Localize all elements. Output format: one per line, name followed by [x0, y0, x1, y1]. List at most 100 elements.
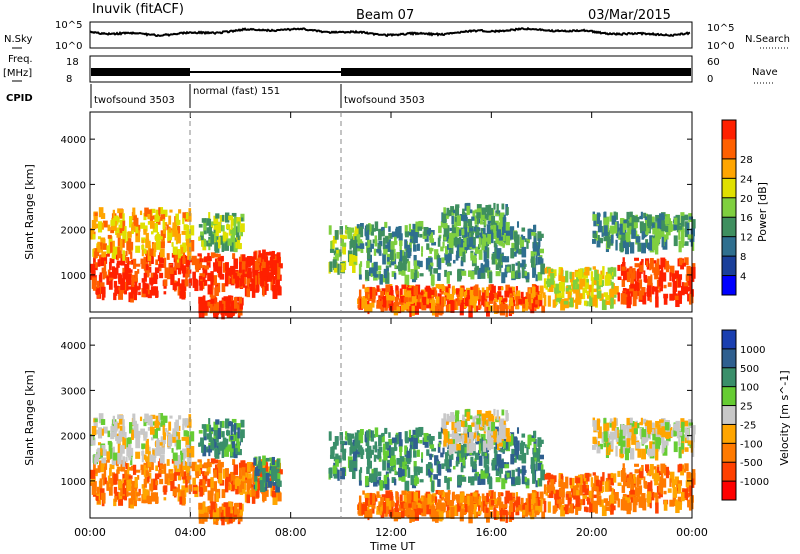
velocity-cell: [493, 431, 496, 439]
velocity-cell: [125, 463, 127, 469]
velocity-cell: [630, 490, 635, 495]
velocity-cell: [147, 420, 150, 425]
colorbar-cell: [722, 120, 736, 139]
velocity-cell: [457, 421, 461, 432]
velocity-cell: [266, 473, 270, 482]
power-cell: [532, 287, 536, 298]
power-cell: [429, 248, 432, 254]
velocity-cell: [603, 442, 606, 447]
velocity-cell: [449, 416, 452, 422]
power-cell: [168, 228, 171, 233]
power-cell: [204, 239, 206, 247]
power-cell: [98, 259, 101, 267]
velocity-cell: [479, 443, 481, 453]
velocity-cell: [446, 511, 449, 518]
velocity-cell: [506, 436, 511, 442]
power-cell: [627, 232, 631, 241]
power-cell: [197, 253, 201, 256]
velocity-cell: [584, 478, 587, 481]
power-cell: [469, 228, 473, 231]
power-cell: [685, 241, 689, 246]
velocity-cell: [468, 438, 470, 443]
velocity-cell: [142, 446, 144, 450]
power-cell: [149, 248, 153, 256]
velocity-cell: [681, 443, 684, 450]
velocity-cell: [659, 476, 663, 487]
cpid-segment-1: twofsound 3503: [94, 95, 175, 106]
power-cell: [330, 241, 332, 250]
velocity-cell: [110, 448, 112, 459]
power-cell: [174, 266, 176, 271]
power-cell: [447, 272, 450, 284]
velocity-cell: [419, 479, 423, 482]
velocity-cell: [242, 467, 246, 477]
velocity-cell: [412, 512, 415, 522]
power-cell: [481, 273, 486, 279]
freq-bar-seg-1: [91, 68, 190, 76]
power-cell: [470, 253, 473, 261]
velocity-cell: [566, 494, 569, 498]
velocity-cell: [133, 465, 136, 475]
power-cell: [242, 254, 246, 261]
velocity-cell: [551, 475, 553, 478]
power-cell: [142, 240, 144, 244]
station-title: Inuvik (fitACF): [92, 2, 184, 17]
velocity-cell: [179, 497, 182, 505]
power-cell: [662, 237, 664, 248]
velocity-cell: [214, 481, 217, 491]
colorbar-cell: [722, 368, 736, 387]
power-cell: [644, 275, 648, 282]
velocity-cell: [174, 472, 176, 477]
power-cell: [499, 237, 503, 241]
velocity-cell: [654, 492, 658, 497]
power-cell: [541, 234, 544, 238]
velocity-cell: [413, 438, 418, 449]
power-cell: [239, 262, 242, 273]
velocity-cell: [262, 493, 264, 503]
velocity-cell: [593, 472, 596, 475]
power-cell: [92, 220, 97, 229]
power-cell: [455, 217, 457, 222]
colorbar-cell: [722, 387, 736, 406]
velocity-cell: [379, 480, 383, 491]
power-cell: [630, 212, 633, 218]
velocity-cell: [465, 504, 468, 512]
power-cell: [160, 258, 164, 263]
power-cell: [544, 295, 547, 306]
power-cell: [361, 298, 364, 309]
velocity-cell: [160, 442, 163, 445]
velocity-cell: [468, 443, 473, 453]
velocity-cell: [506, 413, 509, 421]
power-cell: [122, 213, 124, 221]
velocity-cell: [449, 459, 452, 466]
power-cell: [593, 289, 596, 292]
power-cell: [659, 270, 663, 281]
power-cell: [244, 277, 246, 284]
velocity-cell: [548, 501, 551, 512]
power-cell: [110, 220, 115, 226]
velocity-cell: [218, 467, 221, 472]
power-cell: [647, 285, 651, 297]
power-cell: [446, 305, 449, 312]
velocity-cell: [456, 444, 461, 451]
velocity-cell: [108, 441, 112, 445]
power-cell: [182, 231, 186, 235]
velocity-cell: [123, 483, 125, 494]
velocity-cell: [390, 492, 393, 500]
velocity-cell: [532, 474, 535, 484]
power-cell: [209, 219, 211, 228]
velocity-cell: [675, 502, 679, 506]
velocity-cell: [120, 420, 122, 425]
power-cell: [360, 261, 362, 267]
power-cell: [145, 239, 149, 248]
velocity-cell: [167, 459, 170, 466]
velocity-heatmap: [90, 409, 695, 525]
power-cell: [617, 265, 620, 271]
velocity-cell: [444, 498, 448, 501]
velocity-cell: [266, 458, 270, 462]
power-colorbar-label: Power [dB]: [756, 182, 769, 242]
velocity-cell: [481, 479, 486, 485]
power-cell: [456, 289, 459, 294]
velocity-cell: [360, 449, 365, 455]
power-cell: [559, 282, 562, 291]
